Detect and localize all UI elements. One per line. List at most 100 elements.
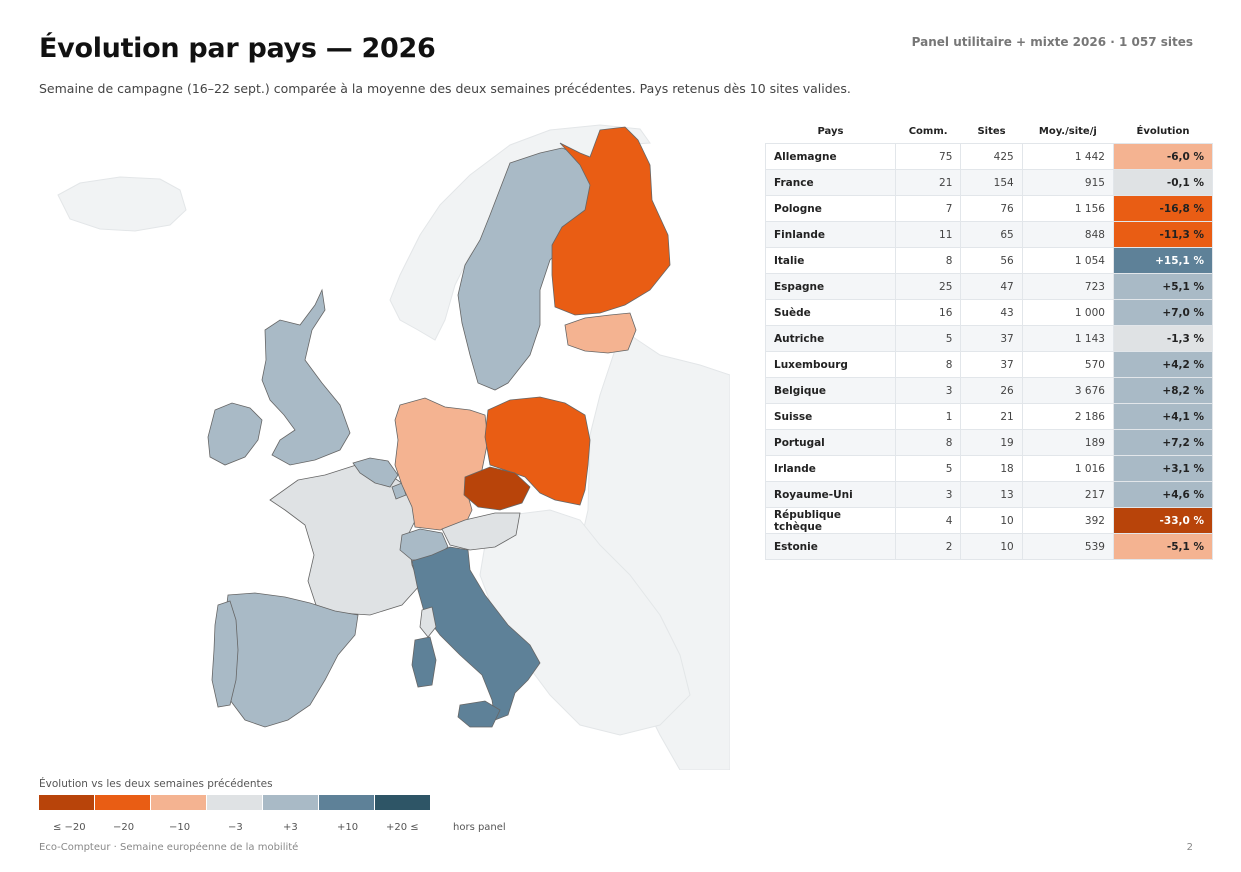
sites-cell: 21 xyxy=(960,403,1023,430)
legend-title: Évolution vs les deux semaines précédent… xyxy=(39,778,273,790)
comm-cell: 8 xyxy=(894,429,962,456)
country-name-cell: Finlande xyxy=(765,221,896,248)
country-ireland[interactable] xyxy=(207,402,263,466)
evolution-cell: -0,1 % xyxy=(1112,169,1214,196)
panel-info: Panel utilitaire + mixte 2026 · 1 057 si… xyxy=(911,35,1193,49)
country-name-cell: Royaume-Uni xyxy=(765,481,896,508)
comm-cell: 21 xyxy=(894,169,962,196)
table-row[interactable]: Allemagne 75 425 1 442 -6,0 % xyxy=(765,143,1214,170)
country-name-cell: Luxembourg xyxy=(765,351,896,378)
country-finland[interactable] xyxy=(551,126,671,316)
page-number: 2 xyxy=(1186,842,1193,853)
comm-cell: 1 xyxy=(894,403,962,430)
legend-label: +3 xyxy=(283,822,298,833)
comm-cell: 8 xyxy=(894,247,962,274)
country-spain[interactable] xyxy=(224,592,359,728)
country-name-cell: Suisse xyxy=(765,403,896,430)
evolution-cell: -6,0 % xyxy=(1112,143,1214,170)
country-belgium[interactable] xyxy=(352,457,399,488)
moy-cell: 1 016 xyxy=(1021,455,1114,482)
sites-cell: 154 xyxy=(960,169,1023,196)
country-name-cell: République tchèque xyxy=(765,507,896,534)
table-header-row: Pays Comm. Sites Moy./site/j Évolution xyxy=(765,119,1213,144)
table-row[interactable]: Espagne 25 47 723 +5,1 % xyxy=(765,273,1214,300)
table-row[interactable]: Luxembourg 8 37 570 +4,2 % xyxy=(765,351,1214,378)
table-row[interactable]: Pologne 7 76 1 156 -16,8 % xyxy=(765,195,1214,222)
table-row[interactable]: Autriche 5 37 1 143 -1,3 % xyxy=(765,325,1214,352)
table-header-col-moy: Moy./site/j xyxy=(1022,119,1114,144)
sites-cell: 76 xyxy=(960,195,1023,222)
evolution-cell: +8,2 % xyxy=(1112,377,1214,404)
sites-cell: 18 xyxy=(960,455,1023,482)
moy-cell: 848 xyxy=(1021,221,1114,248)
moy-cell: 539 xyxy=(1021,533,1114,560)
sites-cell: 26 xyxy=(960,377,1023,404)
evolution-cell: +3,1 % xyxy=(1112,455,1214,482)
country-iceland[interactable] xyxy=(57,176,187,232)
evolution-cell: -33,0 % xyxy=(1112,507,1214,534)
evolution-cell: +4,6 % xyxy=(1112,481,1214,508)
comm-cell: 2 xyxy=(894,533,962,560)
table-row[interactable]: Italie 8 56 1 054 +15,1 % xyxy=(765,247,1214,274)
choropleth-map xyxy=(40,115,730,770)
country-austria[interactable] xyxy=(441,512,521,551)
evolution-cell: +7,0 % xyxy=(1112,299,1214,326)
moy-cell: 1 442 xyxy=(1021,143,1114,170)
sites-cell: 65 xyxy=(960,221,1023,248)
legend-label: −10 xyxy=(169,822,191,833)
moy-cell: 217 xyxy=(1021,481,1114,508)
table-row[interactable]: Irlande 5 18 1 016 +3,1 % xyxy=(765,455,1214,482)
table-row[interactable]: Suède 16 43 1 000 +7,0 % xyxy=(765,299,1214,326)
country-name-cell: Estonie xyxy=(765,533,896,560)
table-row[interactable]: France 21 154 915 -0,1 % xyxy=(765,169,1214,196)
country-name-cell: Belgique xyxy=(765,377,896,404)
table-row[interactable]: République tchèque 4 10 392 -33,0 % xyxy=(765,507,1214,534)
comm-cell: 75 xyxy=(894,143,962,170)
evolution-cell: -16,8 % xyxy=(1112,195,1214,222)
evolution-cell: +4,1 % xyxy=(1112,403,1214,430)
evolution-cell: +4,2 % xyxy=(1112,351,1214,378)
table-row[interactable]: Portugal 8 19 189 +7,2 % xyxy=(765,429,1214,456)
country-table: Pays Comm. Sites Moy./site/j Évolution Allem… xyxy=(765,119,1214,560)
evolution-cell: -1,3 % xyxy=(1112,325,1214,352)
legend-swatch xyxy=(207,795,262,810)
country-italy-sardinia[interactable] xyxy=(411,636,437,688)
comm-cell: 11 xyxy=(894,221,962,248)
legend-label: ≤ −20 xyxy=(53,822,86,833)
comm-cell: 5 xyxy=(894,325,962,352)
legend-swatch xyxy=(375,795,430,810)
moy-cell: 723 xyxy=(1021,273,1114,300)
country-italy-sicily[interactable] xyxy=(457,700,501,728)
table-row[interactable]: Suisse 1 21 2 186 +4,1 % xyxy=(765,403,1214,430)
sites-cell: 56 xyxy=(960,247,1023,274)
legend-swatch xyxy=(263,795,318,810)
table-header-col-sites: Sites xyxy=(960,119,1023,144)
sites-cell: 19 xyxy=(960,429,1023,456)
legend-label: +10 xyxy=(337,822,359,833)
country-germany[interactable] xyxy=(394,397,489,531)
moy-cell: 2 186 xyxy=(1021,403,1114,430)
country-united-kingdom[interactable] xyxy=(261,288,351,466)
country-name-cell: Pologne xyxy=(765,195,896,222)
country-name-cell: Espagne xyxy=(765,273,896,300)
table-row[interactable]: Finlande 11 65 848 -11,3 % xyxy=(765,221,1214,248)
country-poland[interactable] xyxy=(484,396,591,506)
country-name-cell: France xyxy=(765,169,896,196)
legend-label: −20 xyxy=(113,822,135,833)
table-row[interactable]: Royaume-Uni 3 13 217 +4,6 % xyxy=(765,481,1214,508)
table-row[interactable]: Estonie 2 10 539 -5,1 % xyxy=(765,533,1214,560)
table-row[interactable]: Belgique 3 26 3 676 +8,2 % xyxy=(765,377,1214,404)
country-france[interactable] xyxy=(269,459,421,616)
evolution-cell: +15,1 % xyxy=(1112,247,1214,274)
country-czech-republic[interactable] xyxy=(463,466,531,511)
country-portugal[interactable] xyxy=(211,600,239,708)
table-header-col-pays: Pays xyxy=(765,119,896,144)
country-italy[interactable] xyxy=(411,546,541,721)
country-name-cell: Allemagne xyxy=(765,143,896,170)
legend-swatch xyxy=(319,795,374,810)
country-estonia[interactable] xyxy=(564,312,637,354)
country-name-cell: Suède xyxy=(765,299,896,326)
evolution-cell: -5,1 % xyxy=(1112,533,1214,560)
country-france-corsica[interactable] xyxy=(419,606,437,638)
sites-cell: 425 xyxy=(960,143,1023,170)
